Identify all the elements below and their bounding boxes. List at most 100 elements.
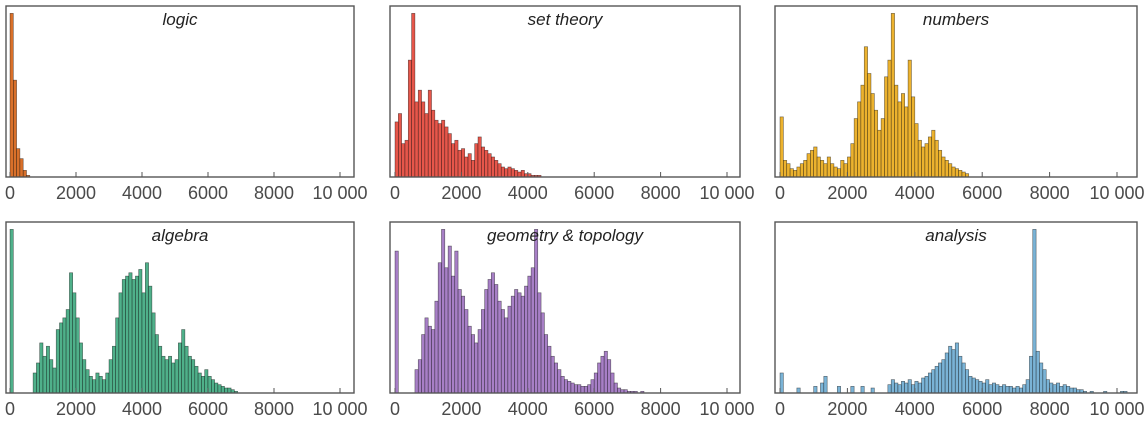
histogram-bar	[118, 292, 123, 394]
histogram-bar	[813, 386, 818, 394]
histogram-bar	[45, 345, 50, 394]
x-tick-label: 8000	[641, 183, 681, 203]
histogram-bar	[217, 384, 222, 394]
histogram-bar	[461, 295, 466, 394]
histogram-bar	[917, 382, 922, 394]
histogram-bar	[897, 101, 902, 178]
histogram-bar	[816, 156, 821, 178]
histogram-bar	[487, 153, 492, 178]
histogram-bar	[88, 375, 93, 394]
histogram-bar	[191, 359, 196, 394]
histogram-bar	[998, 386, 1003, 394]
histogram-bar	[494, 284, 499, 394]
x-tick-label: 8000	[254, 183, 294, 203]
histogram-bar	[961, 171, 966, 178]
histogram-bar	[600, 355, 605, 394]
histogram-panel: 0 2000 4000 6000 8000 10 000 geometry & topolo…	[389, 221, 755, 419]
histogram-bar	[544, 334, 549, 394]
histogram-bar	[49, 359, 54, 394]
histogram-bar	[968, 375, 973, 394]
histogram-bar	[951, 166, 956, 178]
histogram-bar	[32, 372, 37, 394]
x-tick-label: 10 000	[699, 183, 754, 203]
histogram-bar	[437, 262, 442, 394]
histogram-bar	[487, 279, 492, 394]
histogram-bar	[467, 153, 472, 178]
histogram-bar	[19, 158, 24, 178]
histogram-bar	[948, 163, 953, 178]
histogram-bar	[22, 170, 27, 178]
histogram-bar	[174, 359, 179, 394]
histogram-bar	[870, 93, 875, 178]
histogram-bar	[530, 267, 535, 394]
histogram-bar	[500, 309, 505, 394]
histogram-bar	[850, 386, 855, 394]
histogram-bar	[115, 317, 120, 394]
histogram-bar	[62, 317, 67, 394]
histogram-bar	[904, 382, 909, 394]
histogram-bar	[911, 96, 916, 178]
x-tick-label: 0	[390, 399, 400, 419]
histogram-bars	[9, 13, 31, 178]
histogram-bar	[810, 149, 815, 178]
x-tick-label: 6000	[188, 399, 228, 419]
histogram-panel: 0 2000 4000 6000 8000 10 000 logic	[5, 5, 368, 203]
histogram-bar	[958, 355, 963, 394]
histogram-bar	[907, 59, 912, 178]
histogram-bar	[79, 342, 83, 394]
histogram-bar	[431, 109, 436, 178]
histogram-bar	[901, 93, 905, 178]
histogram-bar	[510, 168, 515, 178]
histogram-bar	[796, 387, 801, 394]
histogram-bar	[1062, 384, 1067, 394]
x-tick-label: 6000	[188, 183, 228, 203]
histogram-bar	[985, 379, 990, 394]
histogram-bar	[573, 384, 578, 394]
histogram-bar	[820, 160, 825, 178]
histogram-bar	[820, 382, 825, 394]
histogram-bar	[560, 375, 565, 394]
histogram-bar	[464, 156, 469, 178]
x-tick-label: 8000	[254, 399, 294, 419]
histogram-bar	[161, 355, 166, 394]
histogram-bar	[524, 285, 529, 394]
histogram-bar	[164, 359, 169, 394]
histogram-bar	[786, 163, 791, 178]
histogram-bar	[227, 387, 232, 394]
histogram-bar	[457, 289, 462, 394]
histogram-bar	[490, 156, 495, 178]
histogram-bar	[504, 168, 509, 178]
histogram-bar	[471, 160, 475, 178]
histogram-bar	[441, 229, 446, 394]
histogram-bar	[220, 386, 225, 394]
x-tick-label: 8000	[1030, 183, 1070, 203]
x-tick-label: 2000	[441, 399, 481, 419]
histogram-bar	[934, 139, 939, 178]
histogram-bar	[1066, 386, 1071, 394]
histogram-bar	[931, 369, 936, 394]
histogram-bar	[567, 381, 572, 394]
x-tick-label: 6000	[962, 183, 1002, 203]
panel-title: algebra	[152, 226, 209, 245]
histogram-panel: 0 2000 4000 6000 8000 10 000 algebra	[5, 221, 368, 419]
histogram-bar	[98, 375, 103, 394]
histogram-panel: 0 2000 4000 6000 8000 10 000 numbers	[774, 5, 1145, 203]
histogram-bar	[471, 334, 475, 394]
histogram-bar	[497, 163, 502, 178]
histogram-bar	[504, 317, 509, 394]
histogram-bar	[870, 387, 875, 394]
histogram-bar	[1042, 369, 1047, 394]
histogram-bar	[154, 334, 159, 394]
histogram-bar	[931, 129, 936, 178]
histogram-bar	[171, 362, 176, 394]
histogram-bar	[398, 113, 402, 178]
histogram-bar	[783, 160, 788, 178]
histogram-bar	[187, 355, 192, 394]
histogram-bar	[1008, 386, 1013, 394]
histogram-bar	[924, 375, 929, 394]
histogram-bar	[850, 143, 855, 178]
histogram-bar	[826, 156, 831, 178]
histogram-bar	[911, 384, 916, 394]
histogram-bar	[978, 381, 983, 394]
